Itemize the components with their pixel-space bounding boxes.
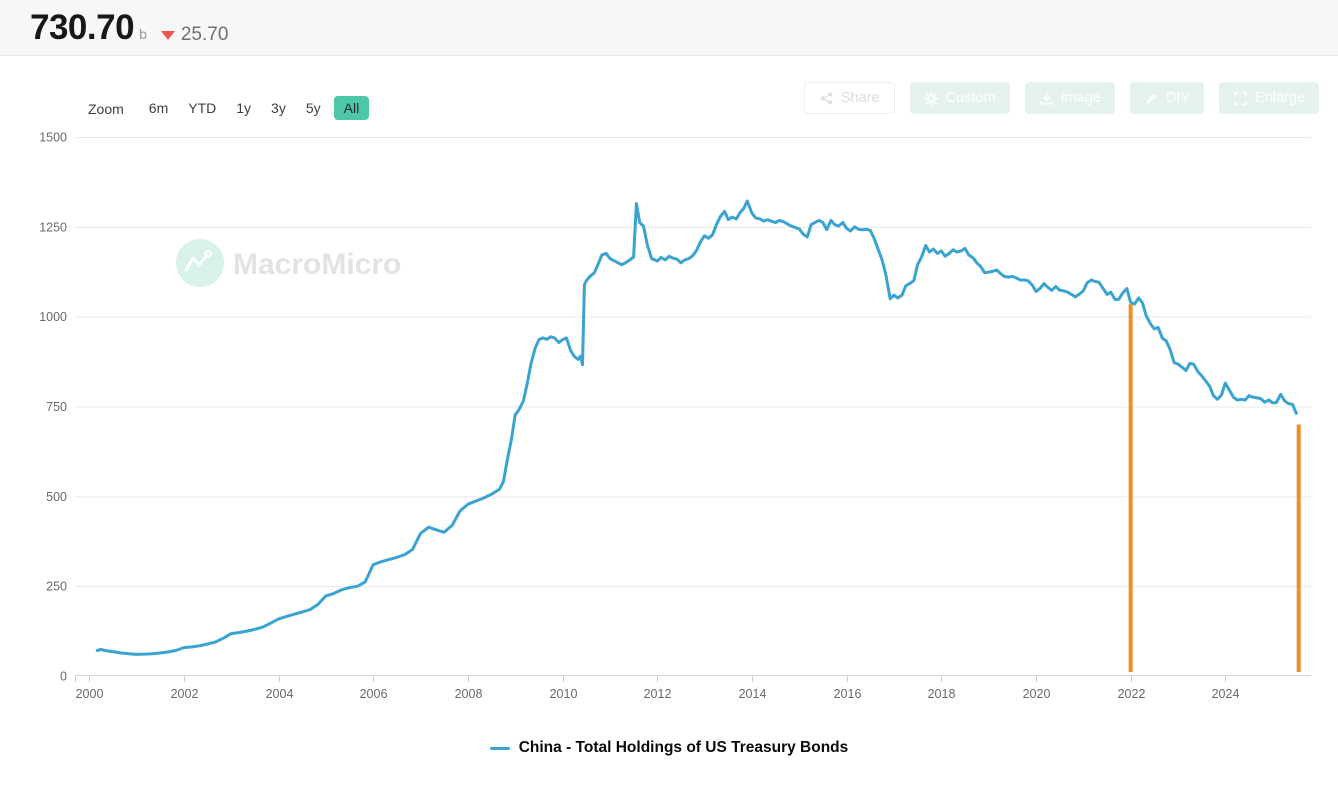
value-unit: b: [139, 26, 147, 42]
download-icon: [1039, 91, 1053, 104]
range-button-all[interactable]: All: [333, 96, 370, 120]
triangle-down-icon: [160, 31, 175, 40]
range-button-ytd[interactable]: YTD: [188, 100, 217, 116]
share-icon: [820, 92, 833, 104]
chart-plot-area[interactable]: MacroMicro 0 250 500 750 1000 1250 1500 2000 200…: [0, 56, 1338, 800]
x-axis-label: 2010: [550, 687, 578, 701]
y-axis-label: 1000: [39, 310, 67, 324]
diy-button[interactable]: DIY: [1129, 82, 1205, 114]
x-axis-label: 2022: [1118, 687, 1146, 701]
diy-button-label: DIY: [1165, 90, 1191, 106]
image-button-label: Image: [1060, 90, 1101, 106]
pencil-icon: [1146, 93, 1157, 104]
x-axis-label: 2008: [455, 687, 483, 701]
enlarge-icon: [1234, 91, 1247, 105]
y-axis-label: 250: [46, 580, 67, 594]
y-axis-label: 1500: [39, 131, 67, 145]
zoom-label: Zoom: [88, 101, 124, 117]
x-axis-label: 2002: [171, 687, 199, 701]
x-axis-label: 2004: [266, 687, 294, 701]
image-button[interactable]: Image: [1024, 82, 1115, 114]
x-axis-label: 2006: [360, 687, 388, 701]
enlarge-button-label: Enlarge: [1255, 90, 1305, 106]
y-axis-label: 500: [46, 490, 67, 504]
macromicro-logo-ring: [204, 250, 212, 258]
watermark: MacroMicro: [176, 239, 401, 287]
watermark-text: MacroMicro: [233, 248, 401, 281]
range-button-1y[interactable]: 1y: [236, 100, 252, 116]
custom-button-label: Custom: [945, 90, 996, 106]
x-axis-label: 2012: [644, 687, 672, 701]
y-axis-label: 750: [46, 400, 67, 414]
share-button[interactable]: Share: [803, 82, 895, 114]
change-amount: 25.70: [180, 23, 229, 45]
custom-button[interactable]: Custom: [909, 82, 1010, 114]
macromicro-logo-zigzag: [184, 253, 209, 272]
enlarge-button[interactable]: Enlarge: [1219, 82, 1319, 114]
range-button-5y[interactable]: 5y: [305, 100, 321, 116]
action-buttons: Share Custom Ima: [803, 82, 1319, 114]
range-button-3y[interactable]: 3y: [271, 100, 286, 116]
range-button-6m[interactable]: 6m: [148, 100, 169, 116]
x-axis-label: 2024: [1212, 687, 1240, 701]
series-line: [95, 199, 1298, 656]
range-selector: Zoom 6m YTD 1y 3y 5y All: [88, 96, 375, 122]
x-axis-label: 2018: [928, 687, 956, 701]
latest-value: 730.70: [30, 8, 135, 47]
x-axis-label: 2016: [834, 687, 862, 701]
legend-item[interactable]: China - Total Holdings of US Treasury Bo…: [0, 739, 1338, 757]
stat-header: 730.70 b 25.70: [0, 0, 1338, 56]
x-axis-label: 2014: [739, 687, 767, 701]
x-axis-label: 2020: [1023, 687, 1051, 701]
value-change: 25.70: [160, 23, 229, 46]
legend-label: China - Total Holdings of US Treasury Bo…: [518, 739, 849, 756]
range-buttons: 6m YTD 1y 3y 5y All: [142, 96, 375, 120]
x-axis-label: 2000: [76, 687, 104, 701]
legend-line-swatch: [489, 746, 510, 750]
gear-icon: [924, 90, 939, 106]
y-axis-label: 0: [60, 670, 67, 684]
y-axis-label: 1250: [39, 220, 67, 234]
share-button-label: Share: [840, 90, 880, 106]
